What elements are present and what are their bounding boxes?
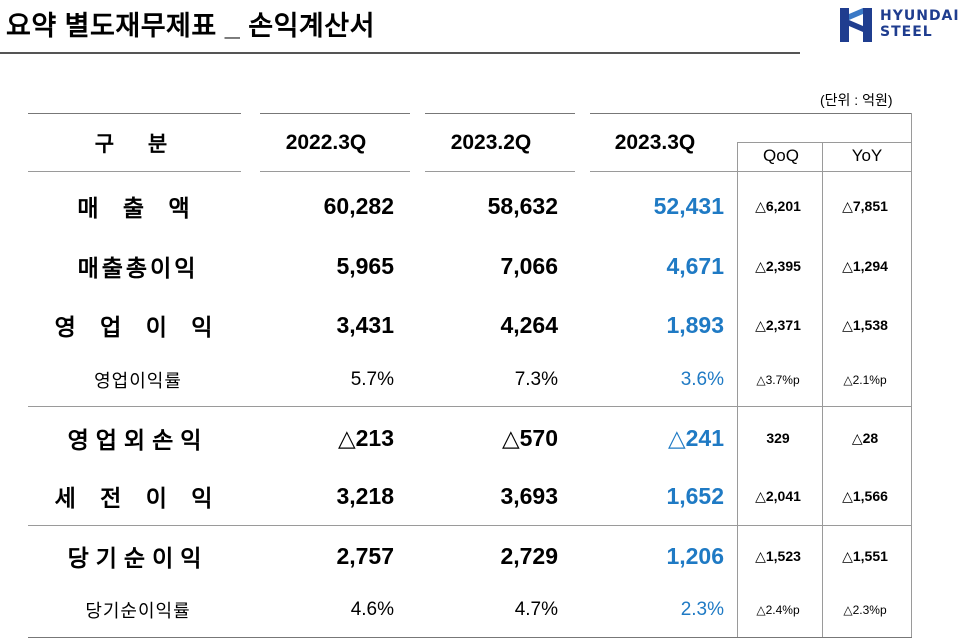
row-label-revenue: 매 출 액 [77,195,199,221]
cell-gross-profit-2023-2q: 7,066 [500,252,558,279]
rule-mid-1 [28,406,912,407]
rule-vertical-yoy [822,142,823,637]
header-2023-2q: 2023.2Q [450,131,532,154]
cell-gross-profit-2022-3q: 5,965 [336,252,394,279]
cell-revenue-2023-3q: 52,431 [653,192,724,219]
cell-revenue-yoy: △7,851 [842,197,888,214]
cell-net-income-2023-3q: 1,206 [666,542,724,569]
cell-operating-margin-2022-3q: 5.7% [350,369,394,390]
row-label-operating-margin: 영업이익률 [94,371,182,391]
rule-top-3 [425,113,575,114]
cell-net-income-2022-3q: 2,757 [336,542,394,569]
cell-operating-profit-2023-3q: 1,893 [666,311,724,338]
row-label-gross-profit: 매출총이익 [77,255,199,281]
cell-pretax-income-2023-2q: 3,693 [500,482,558,509]
rule-top-2 [260,113,410,114]
rule-subheader [738,142,912,143]
cell-net-margin-2023-2q: 4.7% [514,599,558,620]
cell-gross-profit-2023-3q: 4,671 [666,252,724,279]
cell-non-operating-yoy: △28 [851,429,879,446]
rule-vertical-right [911,113,912,637]
rule-top-4 [590,113,912,114]
cell-net-margin-qoq: △2.4%p [756,603,800,617]
company-logo: HYUNDAI STEEL [838,6,960,46]
unit-note: (단위 : 억원) [820,92,893,108]
cell-revenue-2023-2q: 58,632 [487,192,558,219]
cell-non-operating-qoq: 329 [766,430,790,446]
cell-operating-profit-2022-3q: 3,431 [336,311,394,338]
logo-line-1: HYUNDAI [880,8,960,24]
hyundai-steel-logo-icon [840,8,872,42]
cell-net-income-qoq: △1,523 [755,547,801,564]
row-label-net-income: 당기순이익 [67,545,209,571]
rule-head-2 [260,171,410,172]
rule-head-4 [590,171,912,172]
row-label-operating-profit: 영 업 이 익 [54,314,222,340]
cell-revenue-2022-3q: 60,282 [323,192,394,219]
header-qoq: QoQ [763,146,799,165]
rule-bottom [28,637,912,638]
rule-head-1 [28,171,241,172]
cell-net-income-yoy: △1,551 [842,547,888,564]
cell-gross-profit-yoy: △1,294 [842,257,888,274]
cell-non-operating-2022-3q: △213 [337,424,394,451]
cell-pretax-income-yoy: △1,566 [842,487,888,504]
cell-operating-profit-2023-2q: 4,264 [500,311,558,338]
cell-net-margin-2023-3q: 2.3% [680,599,724,620]
logo-line-2: STEEL [880,24,933,40]
cell-non-operating-2023-3q: △241 [667,424,724,451]
cell-pretax-income-2023-3q: 1,652 [666,482,724,509]
cell-operating-margin-qoq: △3.7%p [756,373,800,387]
rule-top-1 [28,113,241,114]
cell-pretax-income-qoq: △2,041 [755,487,801,504]
row-label-pretax-income: 세 전 이 익 [54,485,222,511]
cell-net-margin-2022-3q: 4.6% [350,599,394,620]
cell-revenue-qoq: △6,201 [755,197,801,214]
rule-mid-2 [28,525,912,526]
cell-net-margin-yoy: △2.3%p [843,603,887,617]
cell-operating-margin-2023-2q: 7.3% [514,369,558,390]
cell-operating-profit-yoy: △1,538 [842,316,888,333]
cell-operating-profit-qoq: △2,371 [755,316,801,333]
header-2023-3q: 2023.3Q [614,131,696,154]
rule-vertical-qoq [737,142,738,637]
cell-operating-margin-2023-3q: 3.6% [680,369,724,390]
rule-head-3 [425,171,575,172]
page-title: 요약 별도재무제표 _ 손익계산서 [6,11,375,41]
title-divider [0,52,800,54]
row-label-non-operating: 영업외손익 [67,427,209,453]
row-label-net-margin: 당기순이익률 [85,601,191,621]
logo-wordmark: HYUNDAI STEEL [880,8,960,40]
cell-gross-profit-qoq: △2,395 [755,257,801,274]
cell-non-operating-2023-2q: △570 [501,424,558,451]
cell-pretax-income-2022-3q: 3,218 [336,482,394,509]
cell-net-income-2023-2q: 2,729 [500,542,558,569]
header-item: 구 분 [94,133,182,156]
header-yoy: YoY [851,146,883,165]
header-2022-3q: 2022.3Q [285,131,367,154]
cell-operating-margin-yoy: △2.1%p [843,373,887,387]
